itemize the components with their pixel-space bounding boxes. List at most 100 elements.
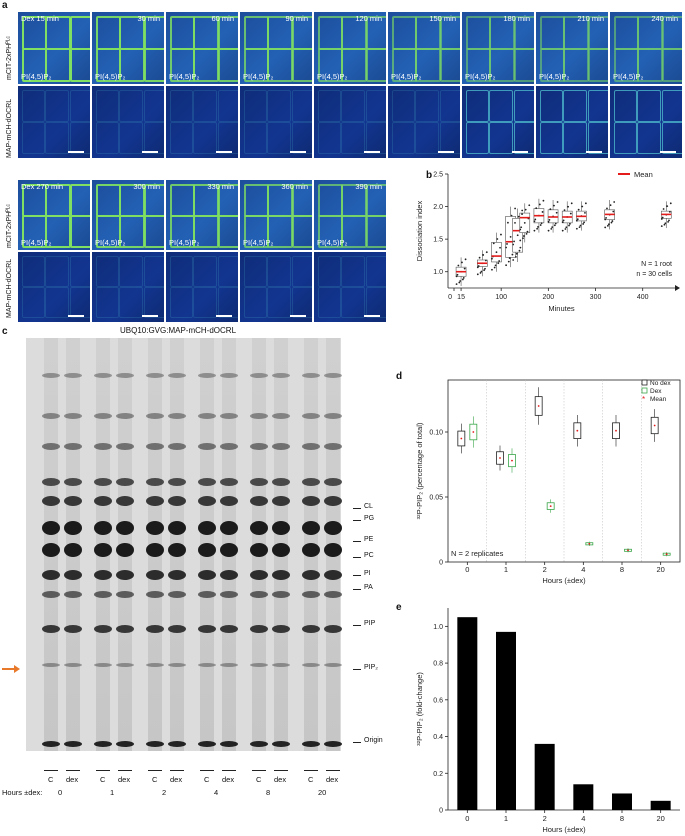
gel-band (302, 443, 320, 450)
data-point (512, 259, 515, 261)
x-tick-label: 1 (504, 814, 508, 823)
data-point (461, 261, 463, 264)
legend-swatch: * (642, 395, 645, 404)
row1-pip2-tile-1: 30 min PI(4,5)P₂ (92, 12, 164, 84)
x-tick-label: 300 (590, 294, 602, 301)
data-point (491, 257, 493, 260)
cell-outline (21, 89, 46, 122)
channel-bottom-label-2: MAP-mCH-dOCRL (6, 258, 13, 318)
data-point (494, 264, 497, 267)
tlc-gel (26, 338, 342, 751)
cell-outline (95, 15, 122, 50)
cell-outline (243, 183, 270, 217)
data-point (507, 260, 510, 263)
x-tick-label: 4 (581, 814, 585, 823)
gel-band (302, 570, 320, 580)
cell-outline (169, 15, 196, 50)
data-point (520, 226, 523, 229)
lane-label: C (256, 775, 262, 784)
data-point (505, 264, 508, 267)
data-point (533, 229, 536, 232)
data-point (668, 210, 671, 213)
row1-docrl-tile-2 (166, 86, 238, 158)
cell-outline (95, 287, 120, 319)
row2-pip2-tile-4: 390 min PI(4,5)P₂ (314, 180, 386, 250)
data-point (556, 201, 559, 203)
gel-band (324, 521, 342, 535)
cell-outline (217, 255, 238, 287)
data-point (513, 240, 515, 243)
cell-outline (291, 48, 312, 83)
gel-band (324, 478, 342, 486)
row2-docrl-tile-1 (92, 252, 164, 322)
data-point (541, 211, 544, 213)
channel-bottom-label: MAP-mCH-dOCRL (6, 98, 13, 158)
data-point (516, 234, 519, 237)
data-point (500, 233, 502, 236)
row1-docrl-tile-1 (92, 86, 164, 158)
gel-band (324, 413, 342, 419)
lipid-tick (353, 541, 361, 542)
gel-band (116, 591, 134, 598)
lane-underline (222, 770, 236, 771)
x-tick-label: 0 (465, 565, 469, 574)
gel-band (220, 521, 238, 535)
gel-band (64, 478, 82, 486)
data-point (563, 209, 566, 212)
lipid-tick (353, 589, 361, 590)
legend-label: Dex (650, 388, 662, 395)
lipid-tick (353, 625, 361, 626)
lane-underline (200, 770, 214, 771)
gel-band (64, 741, 82, 747)
lane-underline (304, 770, 318, 771)
lane-label: dex (118, 775, 131, 784)
lane-label: dex (66, 775, 79, 784)
lane-label: C (152, 775, 158, 784)
x-axis-label: Hours (±dex) (542, 576, 586, 585)
cell-outline (661, 122, 682, 155)
lane-label: dex (274, 775, 287, 784)
gel-band (302, 496, 320, 506)
gel-band (168, 443, 186, 450)
scale-bar (216, 315, 232, 317)
gel-band (42, 625, 60, 633)
data-point (477, 265, 480, 267)
cell-outline (341, 122, 365, 155)
time-label: 360 min (281, 182, 308, 191)
lane-label: dex (222, 775, 235, 784)
cell-outline (119, 89, 143, 122)
gel-band (64, 373, 82, 378)
gel-band (198, 521, 216, 535)
annotation-cells: n = 30 cells (636, 271, 672, 278)
time-label: 390 min (355, 182, 382, 191)
cell-outline (439, 122, 460, 155)
x-tick-label: 200 (543, 294, 555, 301)
gel-band (146, 373, 164, 378)
cell-outline (539, 89, 564, 122)
y-tick-label: 2.5 (433, 172, 443, 179)
data-point (664, 222, 667, 225)
y-tick-label: 0.10 (429, 430, 443, 437)
mean-marker (588, 542, 591, 545)
gel-band (64, 543, 82, 557)
scale-bar (142, 151, 158, 153)
gel-lane (116, 338, 134, 751)
gel-band (220, 625, 238, 633)
hours-value: 2 (162, 788, 167, 797)
time-label: 240 min (651, 14, 678, 23)
gel-band (64, 443, 82, 450)
mean-marker (549, 505, 552, 507)
y-tick-label: 0 (439, 808, 443, 815)
data-point (554, 222, 557, 225)
data-point (576, 218, 579, 221)
gel-band (272, 478, 290, 486)
y-tick-label: 1.5 (433, 237, 443, 244)
gel-band (168, 496, 186, 506)
cell-outline (95, 122, 120, 155)
data-point (528, 204, 531, 207)
gel-band (250, 570, 268, 580)
y-tick-label: 1.0 (433, 269, 443, 276)
time-label: 60 min (211, 14, 234, 23)
gel-band (116, 413, 134, 419)
row1-docrl-tile-8 (610, 86, 682, 158)
